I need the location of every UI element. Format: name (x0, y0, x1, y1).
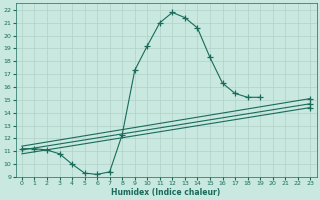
X-axis label: Humidex (Indice chaleur): Humidex (Indice chaleur) (111, 188, 221, 197)
